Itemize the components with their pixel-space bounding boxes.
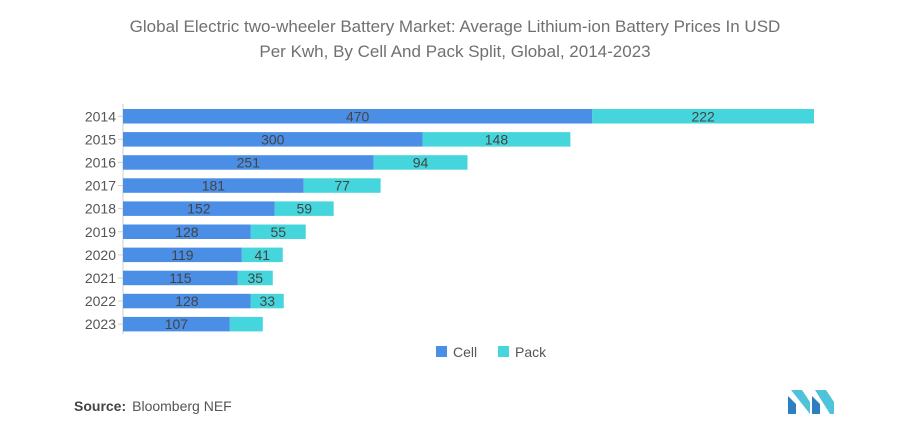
chart-title-line-2: Per Kwh, By Cell And Pack Split, Global,… [259, 42, 651, 61]
source-text: Bloomberg NEF [132, 398, 232, 414]
bar-pack-2018 [274, 201, 334, 216]
bar-cell-2014 [123, 109, 593, 124]
data-label-cell: 181 [202, 178, 226, 194]
bar-pack-2022 [250, 293, 284, 309]
legend-label-cell: Cell [453, 344, 477, 360]
bar-cell-2015 [123, 132, 423, 147]
data-label-pack: 148 [485, 131, 509, 147]
data-label-cell: 119 [171, 247, 194, 263]
legend-swatch-pack [498, 346, 509, 357]
data-label-cell: 300 [261, 131, 285, 147]
mordor-logo-icon [788, 390, 834, 414]
data-label-pack: 222 [691, 108, 715, 124]
data-label-cell: 107 [165, 316, 189, 332]
source-note: Source: Bloomberg NEF [74, 398, 232, 414]
data-label-cell: 251 [237, 154, 261, 170]
bar-cell-2022 [123, 293, 251, 309]
data-label-cell: 470 [346, 108, 370, 124]
y-tick-label: 2020 [85, 247, 116, 263]
data-label-cell: 128 [175, 293, 199, 309]
bar-pack-2023 [229, 316, 263, 332]
data-label-pack: 59 [296, 201, 312, 217]
y-tick-label: 2014 [85, 108, 116, 124]
y-tick-label: 2018 [85, 201, 116, 217]
bar-cell-2021 [123, 270, 238, 286]
bar-cell-2017 [123, 178, 304, 193]
bar-cell-2016 [123, 155, 374, 170]
chart-title: Global Electric two-wheeler Battery Mark… [0, 14, 910, 64]
data-label-pack: 41 [255, 247, 271, 263]
bar-pack-2016 [373, 155, 468, 170]
y-tick-label: 2022 [85, 293, 116, 309]
data-label-pack: 94 [413, 154, 429, 170]
y-tick-label: 2021 [85, 270, 116, 286]
data-label-cell: 128 [175, 224, 199, 240]
y-tick-label: 2016 [85, 154, 116, 170]
legend-swatch-cell [436, 346, 447, 357]
bar-cell-2019 [123, 224, 251, 239]
y-tick-label: 2017 [85, 178, 116, 194]
data-label-cell: 115 [169, 270, 192, 286]
data-label-pack: 33 [260, 293, 276, 309]
y-tick-label: 2019 [85, 224, 116, 240]
bar-pack-2019 [250, 224, 306, 239]
data-label-pack: 77 [334, 178, 350, 194]
bar-pack-2020 [241, 247, 283, 263]
source-label: Source: [74, 398, 127, 414]
bar-cell-2018 [123, 201, 275, 216]
bar-pack-2015 [422, 132, 571, 147]
y-tick-label: 2023 [85, 316, 116, 332]
data-label-cell: 152 [187, 201, 211, 217]
bar-pack-2017 [303, 178, 381, 193]
bar-pack-2014 [592, 109, 814, 124]
bar-pack-2021 [237, 270, 273, 286]
data-label-pack: 35 [248, 270, 264, 286]
chart-title-line-1: Global Electric two-wheeler Battery Mark… [129, 17, 781, 36]
data-label-pack: 55 [270, 224, 286, 240]
y-tick-label: 2015 [85, 131, 116, 147]
bar-cell-2023 [123, 316, 230, 332]
bar-cell-2020 [123, 247, 242, 263]
legend-label-pack: Pack [515, 344, 547, 360]
